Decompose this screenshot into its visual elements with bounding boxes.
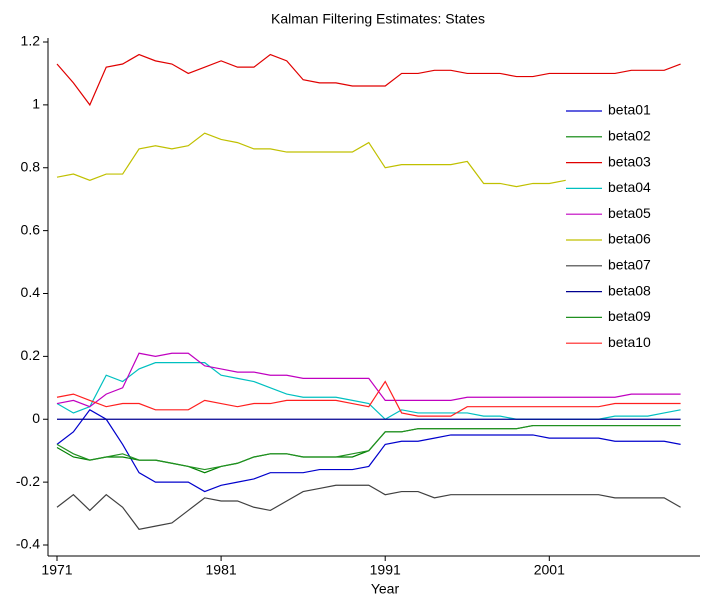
y-tick-label: 0.8 bbox=[21, 158, 41, 174]
series-line bbox=[56, 424, 681, 471]
x-tick-label: 1981 bbox=[206, 562, 237, 578]
y-tick-label: 0.4 bbox=[21, 284, 41, 300]
y-tick-label: -0.4 bbox=[16, 536, 40, 552]
legend-label: beta08 bbox=[608, 282, 651, 298]
legend-label: beta01 bbox=[608, 102, 651, 118]
y-tick-label: -0.2 bbox=[16, 473, 40, 489]
legend-label: beta06 bbox=[608, 231, 651, 247]
y-tick-label: 1 bbox=[32, 96, 40, 112]
legend-label: beta07 bbox=[608, 257, 651, 273]
series-line bbox=[56, 53, 681, 107]
legend-label: beta04 bbox=[608, 179, 651, 195]
legend-label: beta10 bbox=[608, 334, 651, 350]
series-line bbox=[56, 132, 566, 188]
y-tick-label: 0.2 bbox=[21, 347, 41, 363]
legend-label: beta05 bbox=[608, 205, 651, 221]
series-line bbox=[56, 352, 681, 408]
chart-title: Kalman Filtering Estimates: States bbox=[271, 11, 485, 27]
series-line bbox=[56, 409, 681, 493]
legend-label: beta03 bbox=[608, 153, 651, 169]
x-axis-label: Year bbox=[371, 581, 400, 597]
series-line bbox=[56, 484, 681, 530]
y-tick-label: 0 bbox=[32, 410, 40, 426]
y-tick-label: 0.6 bbox=[21, 221, 41, 237]
legend-label: beta02 bbox=[608, 128, 651, 144]
y-tick-label: 1.2 bbox=[21, 33, 41, 49]
x-tick-label: 1991 bbox=[370, 562, 401, 578]
series-line bbox=[56, 380, 681, 417]
x-tick-label: 2001 bbox=[534, 562, 565, 578]
x-tick-label: 1971 bbox=[41, 562, 72, 578]
legend-label: beta09 bbox=[608, 308, 651, 324]
